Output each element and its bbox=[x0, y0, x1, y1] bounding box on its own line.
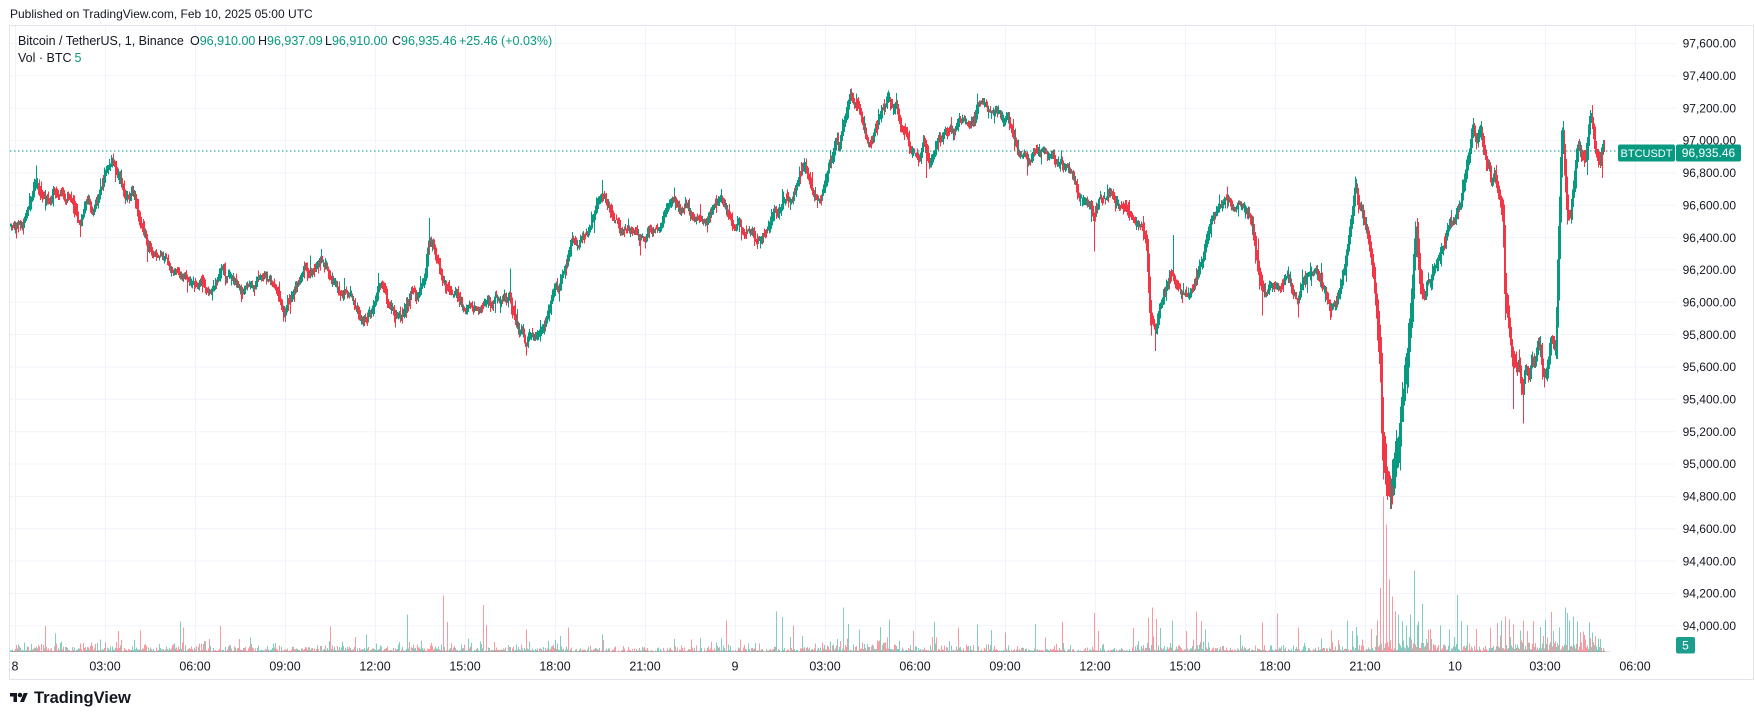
svg-text:95,800.00: 95,800.00 bbox=[1683, 328, 1737, 342]
svg-text:97,000.00: 97,000.00 bbox=[1683, 134, 1737, 148]
svg-text:95,400.00: 95,400.00 bbox=[1683, 393, 1737, 407]
svg-text:94,600.00: 94,600.00 bbox=[1683, 522, 1737, 536]
svg-text:C96,935.46: C96,935.46 bbox=[392, 34, 457, 48]
svg-text:97,200.00: 97,200.00 bbox=[1683, 101, 1737, 115]
svg-text:03:00: 03:00 bbox=[809, 660, 840, 674]
svg-text:18:00: 18:00 bbox=[539, 660, 570, 674]
svg-text:15:00: 15:00 bbox=[449, 660, 480, 674]
svg-text:12:00: 12:00 bbox=[359, 660, 390, 674]
svg-text:5: 5 bbox=[75, 51, 82, 65]
svg-text:5: 5 bbox=[1682, 639, 1689, 653]
svg-text:H96,937.09: H96,937.09 bbox=[258, 34, 323, 48]
svg-text:BTCUSDT: BTCUSDT bbox=[1621, 148, 1673, 160]
svg-text:TradingView: TradingView bbox=[34, 689, 131, 707]
svg-text:09:00: 09:00 bbox=[269, 660, 300, 674]
svg-text:18:00: 18:00 bbox=[1259, 660, 1290, 674]
svg-text:95,000.00: 95,000.00 bbox=[1683, 457, 1737, 471]
svg-text:96,935.46: 96,935.46 bbox=[1682, 146, 1736, 160]
svg-text:Bitcoin / TetherUS, 1, Binance: Bitcoin / TetherUS, 1, Binance bbox=[18, 34, 184, 48]
svg-text:95,600.00: 95,600.00 bbox=[1683, 360, 1737, 374]
svg-text:95,200.00: 95,200.00 bbox=[1683, 425, 1737, 439]
svg-text:9: 9 bbox=[732, 660, 739, 674]
svg-text:96,800.00: 96,800.00 bbox=[1683, 166, 1737, 180]
svg-text:94,400.00: 94,400.00 bbox=[1683, 554, 1737, 568]
svg-text:96,200.00: 96,200.00 bbox=[1683, 263, 1737, 277]
svg-text:Published on TradingView.com,: Published on TradingView.com, Feb 10, 20… bbox=[10, 7, 313, 21]
svg-text:10: 10 bbox=[1448, 660, 1462, 674]
svg-text:06:00: 06:00 bbox=[179, 660, 210, 674]
svg-text:21:00: 21:00 bbox=[1349, 660, 1380, 674]
svg-text:94,800.00: 94,800.00 bbox=[1683, 490, 1737, 504]
svg-text:Vol · BTC: Vol · BTC bbox=[18, 51, 72, 65]
svg-text:+25.46 (+0.03%): +25.46 (+0.03%) bbox=[459, 34, 552, 48]
svg-text:21:00: 21:00 bbox=[629, 660, 660, 674]
svg-text:O96,910.00: O96,910.00 bbox=[190, 34, 255, 48]
svg-text:96,000.00: 96,000.00 bbox=[1683, 296, 1737, 310]
svg-text:96,600.00: 96,600.00 bbox=[1683, 198, 1737, 212]
svg-text:L96,910.00: L96,910.00 bbox=[325, 34, 388, 48]
svg-text:8: 8 bbox=[12, 660, 19, 674]
svg-text:97,400.00: 97,400.00 bbox=[1683, 69, 1737, 83]
svg-text:09:00: 09:00 bbox=[989, 660, 1020, 674]
svg-text:03:00: 03:00 bbox=[1529, 660, 1560, 674]
svg-text:15:00: 15:00 bbox=[1169, 660, 1200, 674]
svg-text:12:00: 12:00 bbox=[1079, 660, 1110, 674]
svg-text:96,400.00: 96,400.00 bbox=[1683, 231, 1737, 245]
svg-text:03:00: 03:00 bbox=[89, 660, 120, 674]
svg-text:97,600.00: 97,600.00 bbox=[1683, 37, 1737, 51]
svg-text:94,200.00: 94,200.00 bbox=[1683, 587, 1737, 601]
svg-text:94,000.00: 94,000.00 bbox=[1683, 619, 1737, 633]
svg-text:06:00: 06:00 bbox=[899, 660, 930, 674]
svg-text:06:00: 06:00 bbox=[1619, 660, 1650, 674]
